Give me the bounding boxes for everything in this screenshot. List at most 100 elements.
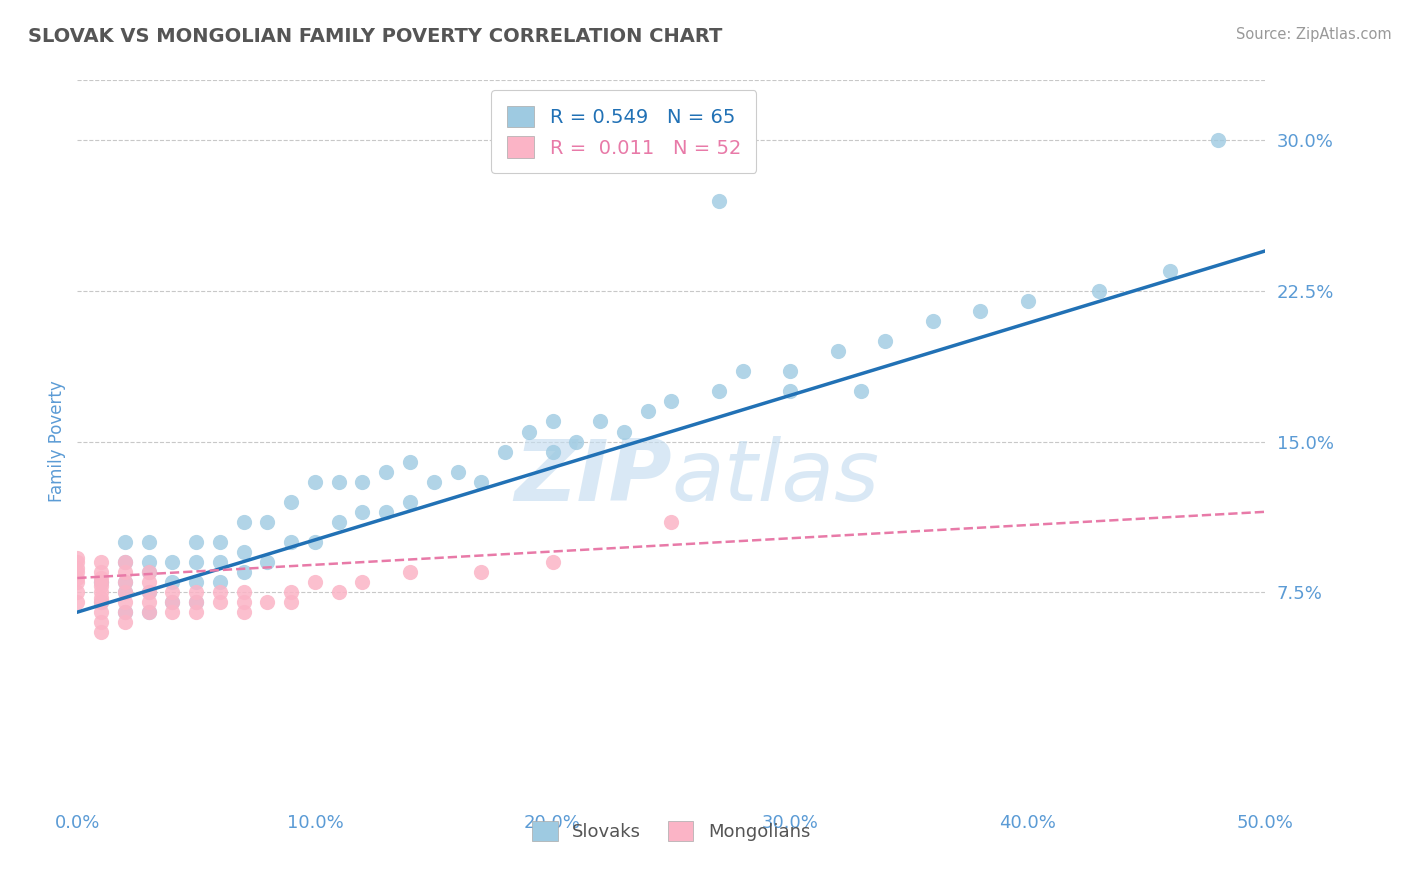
Point [304, 534, 326, 549]
Point [90, 595, 112, 609]
Point [423, 475, 446, 489]
Point [114, 574, 136, 589]
Point [162, 595, 184, 609]
Point [969, 304, 991, 318]
Point [541, 444, 564, 458]
Point [517, 425, 540, 439]
Point [162, 605, 184, 619]
Point [138, 565, 160, 579]
Point [328, 515, 350, 529]
Point [232, 605, 254, 619]
Point [66, 565, 89, 579]
Point [1017, 293, 1039, 308]
Point [138, 585, 160, 599]
Point [186, 534, 208, 549]
Legend: Slovaks, Mongolians: Slovaks, Mongolians [526, 814, 817, 848]
Point [138, 555, 160, 569]
Point [280, 585, 302, 599]
Point [138, 605, 160, 619]
Point [399, 454, 422, 469]
Point [232, 515, 254, 529]
Point [661, 515, 683, 529]
Point [162, 595, 184, 609]
Point [90, 571, 112, 585]
Point [66, 561, 89, 575]
Point [66, 571, 89, 585]
Point [90, 574, 112, 589]
Point [707, 384, 730, 399]
Point [90, 605, 112, 619]
Point [114, 615, 136, 630]
Point [138, 595, 160, 609]
Point [375, 465, 398, 479]
Point [232, 545, 254, 559]
Point [114, 585, 136, 599]
Point [90, 555, 112, 569]
Point [162, 574, 184, 589]
Point [208, 585, 231, 599]
Point [565, 434, 588, 449]
Point [470, 475, 492, 489]
Point [731, 364, 754, 378]
Point [66, 595, 89, 609]
Point [1206, 133, 1229, 147]
Point [208, 555, 231, 569]
Point [114, 534, 136, 549]
Point [637, 404, 659, 418]
Point [1159, 264, 1181, 278]
Point [208, 574, 231, 589]
Point [138, 585, 160, 599]
Point [232, 585, 254, 599]
Point [280, 595, 302, 609]
Point [162, 585, 184, 599]
Point [90, 565, 112, 579]
Text: SLOVAK VS MONGOLIAN FAMILY POVERTY CORRELATION CHART: SLOVAK VS MONGOLIAN FAMILY POVERTY CORRE… [28, 27, 723, 45]
Point [186, 574, 208, 589]
Point [541, 555, 564, 569]
Point [921, 314, 943, 328]
Point [208, 534, 231, 549]
Text: Source: ZipAtlas.com: Source: ZipAtlas.com [1236, 27, 1392, 42]
Point [138, 605, 160, 619]
Point [232, 565, 254, 579]
Point [114, 605, 136, 619]
Point [352, 574, 374, 589]
Text: ZIP: ZIP [513, 436, 672, 519]
Point [114, 585, 136, 599]
Point [541, 414, 564, 428]
Point [827, 344, 849, 359]
Point [66, 585, 89, 599]
Point [304, 574, 326, 589]
Point [114, 555, 136, 569]
Point [304, 475, 326, 489]
Point [399, 565, 422, 579]
Point [280, 534, 302, 549]
Text: atlas: atlas [672, 436, 879, 519]
Point [779, 364, 801, 378]
Point [186, 595, 208, 609]
Point [90, 591, 112, 606]
Point [494, 444, 516, 458]
Point [66, 574, 89, 589]
Point [352, 505, 374, 519]
Point [90, 615, 112, 630]
Point [90, 625, 112, 640]
Point [114, 555, 136, 569]
Point [352, 475, 374, 489]
Point [162, 555, 184, 569]
Point [280, 494, 302, 508]
Y-axis label: Family Poverty: Family Poverty [48, 381, 66, 502]
Point [446, 465, 468, 479]
Point [470, 565, 492, 579]
Point [186, 605, 208, 619]
Point [114, 605, 136, 619]
Point [328, 475, 350, 489]
Point [138, 565, 160, 579]
Point [256, 595, 278, 609]
Point [114, 574, 136, 589]
Point [90, 595, 112, 609]
Point [779, 384, 801, 399]
Point [328, 585, 350, 599]
Point [208, 595, 231, 609]
Point [114, 565, 136, 579]
